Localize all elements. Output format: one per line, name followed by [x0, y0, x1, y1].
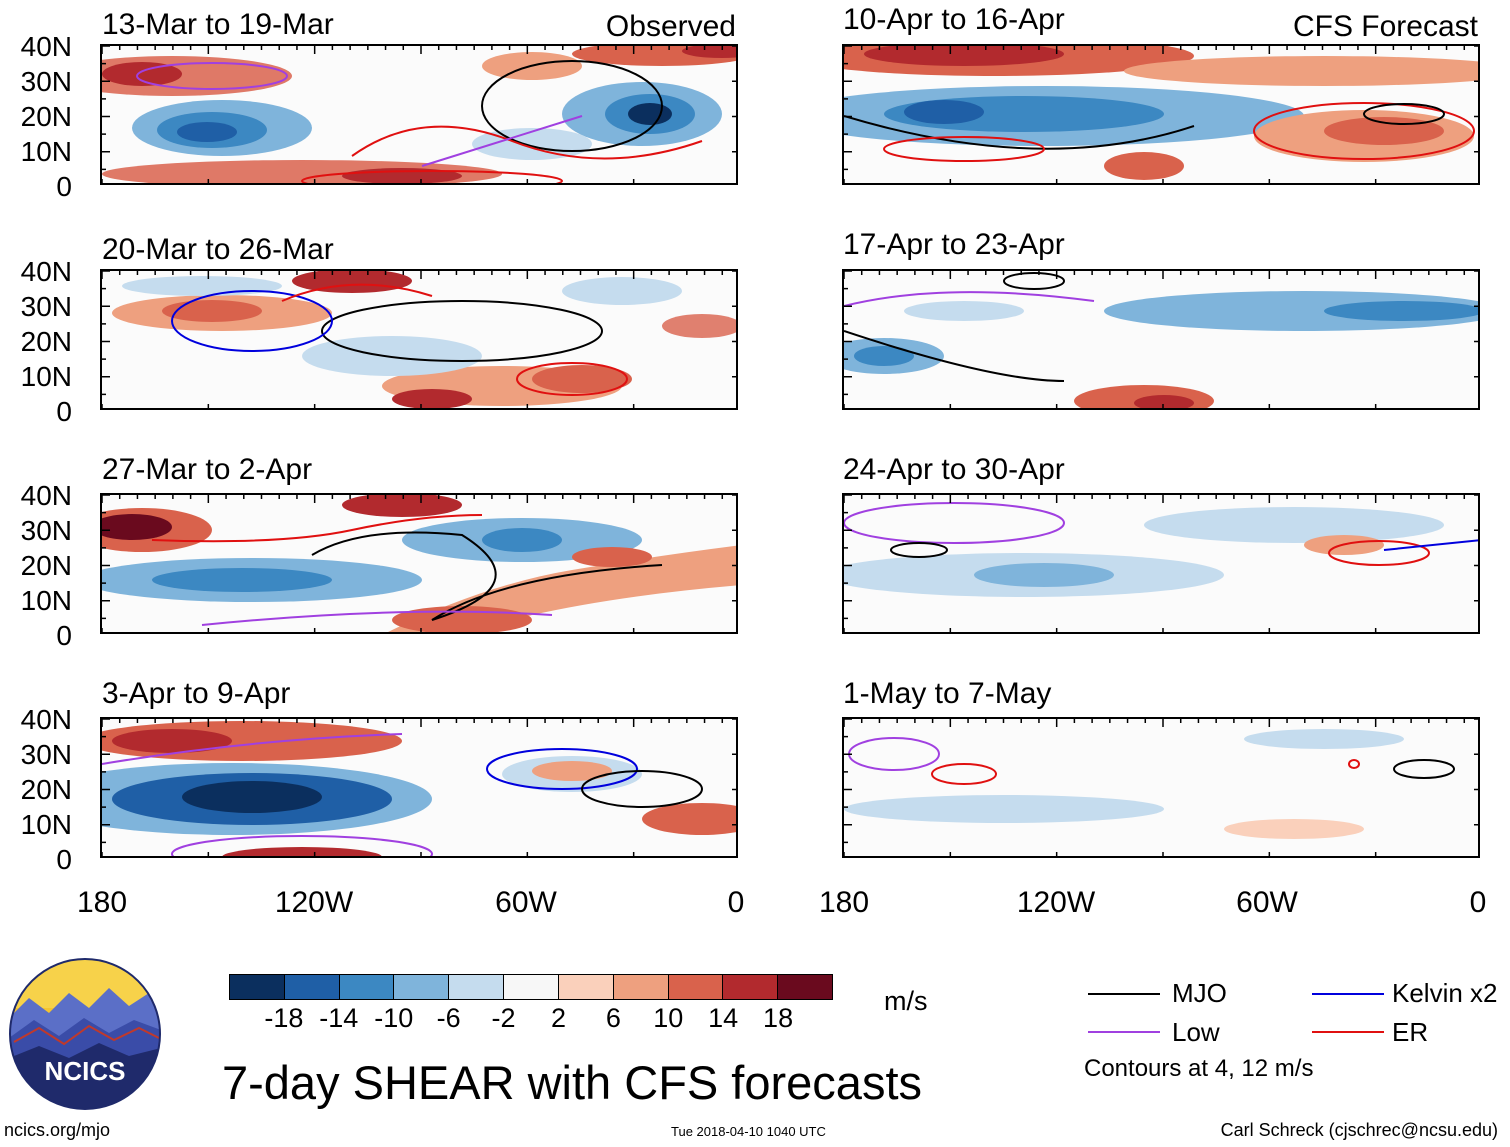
ylab-40n: 40N [20, 704, 72, 735]
ylab-20n: 20N [20, 101, 72, 132]
colorbar-segment [504, 975, 559, 999]
forecast-label: CFS Forecast [1292, 10, 1478, 43]
footer-timestamp: Tue 2018-04-10 1040 UTC [671, 1124, 826, 1139]
xlab-180: 180 [76, 886, 128, 919]
main-title: 7-day SHEAR with CFS forecasts [222, 1056, 922, 1109]
colorbar-segment [778, 975, 832, 999]
map-panel-6 [842, 269, 1480, 410]
footer-author: Carl Schreck (cjschrec@ncsu.edu) [1220, 1120, 1498, 1140]
legend-label-er: ER [1392, 1017, 1429, 1047]
ylab-10n: 10N [20, 361, 72, 392]
shear-field-2 [102, 271, 736, 408]
ylab-20n: 20N [20, 550, 72, 581]
colorbar-units: m/s [884, 986, 928, 1016]
xlab-0: 0 [727, 886, 745, 919]
ylab-30n: 30N [20, 66, 72, 97]
legend-label-mjo: MJO [1172, 978, 1227, 1008]
panel-title-8: 1-May to 7-May [843, 677, 1052, 710]
map-panel-2 [100, 269, 738, 410]
shear-field-7 [844, 495, 1478, 632]
shear-field-4 [102, 719, 736, 856]
shear-field-3 [102, 495, 736, 632]
ylab-0: 0 [56, 620, 72, 651]
legend-label-low: Low [1172, 1017, 1220, 1047]
ylab-0: 0 [56, 171, 72, 202]
colorbar-tick-label: 2 [550, 1003, 566, 1033]
panel-title-3: 27-Mar to 2-Apr [102, 453, 313, 486]
xlab-60w: 60W [495, 886, 557, 919]
legend-line-kelvin [1312, 993, 1384, 995]
shear-field-6 [844, 271, 1478, 408]
colorbar [229, 974, 833, 1000]
shear-field-8 [844, 719, 1478, 856]
map-panel-8 [842, 717, 1480, 858]
panel-title-4: 3-Apr to 9-Apr [102, 677, 291, 710]
shear-field-1 [102, 46, 736, 183]
panel-title-5: 10-Apr to 16-Apr [843, 3, 1065, 36]
colorbar-tick-label: 6 [605, 1003, 621, 1033]
xlab-180: 180 [818, 886, 870, 919]
panel-title-7: 24-Apr to 30-Apr [843, 453, 1065, 486]
map-panel-4 [100, 717, 738, 858]
legend-line-mjo [1088, 993, 1160, 995]
colorbar-segment [449, 975, 505, 999]
panel-title-2: 20-Mar to 26-Mar [102, 233, 334, 266]
footer-website: ncics.org/mjo [4, 1120, 111, 1140]
colorbar-tick-label: -18 [264, 1003, 304, 1033]
colorbar-tick-label: -6 [436, 1003, 461, 1033]
colorbar-tick-label: -14 [319, 1003, 359, 1033]
ncics-logo: NCICS [9, 958, 161, 1110]
colorbar-tick-label: -10 [374, 1003, 414, 1033]
ylab-40n: 40N [20, 480, 72, 511]
panel-title-6: 17-Apr to 23-Apr [843, 228, 1065, 261]
legend-label-kelvin: Kelvin x2 [1392, 978, 1498, 1008]
ylab-10n: 10N [20, 809, 72, 840]
ylab-0: 0 [56, 396, 72, 427]
ylab-20n: 20N [20, 326, 72, 357]
colorbar-segment [558, 975, 614, 999]
ylab-30n: 30N [20, 739, 72, 770]
ylab-20n: 20N [20, 774, 72, 805]
colorbar-segment [284, 975, 340, 999]
colorbar-tick-label: -2 [491, 1003, 516, 1033]
colorbar-segment [394, 975, 450, 999]
ylab-30n: 30N [20, 291, 72, 322]
xlab-120w: 120W [274, 886, 354, 919]
xlab-120w: 120W [1016, 886, 1096, 919]
xlab-60w: 60W [1236, 886, 1298, 919]
panel-title-1: 13-Mar to 19-Mar [102, 8, 334, 41]
ylab-10n: 10N [20, 585, 72, 616]
colorbar-segment [339, 975, 395, 999]
map-panel-1 [100, 44, 738, 185]
observed-label: Observed [605, 10, 736, 43]
colorbar-tick-label: 10 [653, 1003, 684, 1033]
map-panel-7 [842, 493, 1480, 634]
colorbar-segment [723, 975, 779, 999]
map-panel-3 [100, 493, 738, 634]
legend-line-er [1312, 1031, 1384, 1033]
ylab-0: 0 [56, 844, 72, 875]
colorbar-tick-label: 14 [708, 1003, 739, 1033]
ylab-30n: 30N [20, 515, 72, 546]
legend-line-low [1088, 1031, 1160, 1033]
xlab-0: 0 [1469, 886, 1487, 919]
map-panel-5 [842, 44, 1480, 185]
colorbar-tick-label: 18 [763, 1003, 794, 1033]
colorbar-segment [613, 975, 669, 999]
colorbar-segment [230, 975, 285, 999]
ylab-40n: 40N [20, 31, 72, 62]
shear-field-5 [844, 46, 1478, 183]
ylab-10n: 10N [20, 136, 72, 167]
contour-note: Contours at 4, 12 m/s [1084, 1055, 1314, 1082]
logo-text: NCICS [45, 1056, 126, 1086]
ylab-40n: 40N [20, 256, 72, 287]
colorbar-segment [668, 975, 724, 999]
